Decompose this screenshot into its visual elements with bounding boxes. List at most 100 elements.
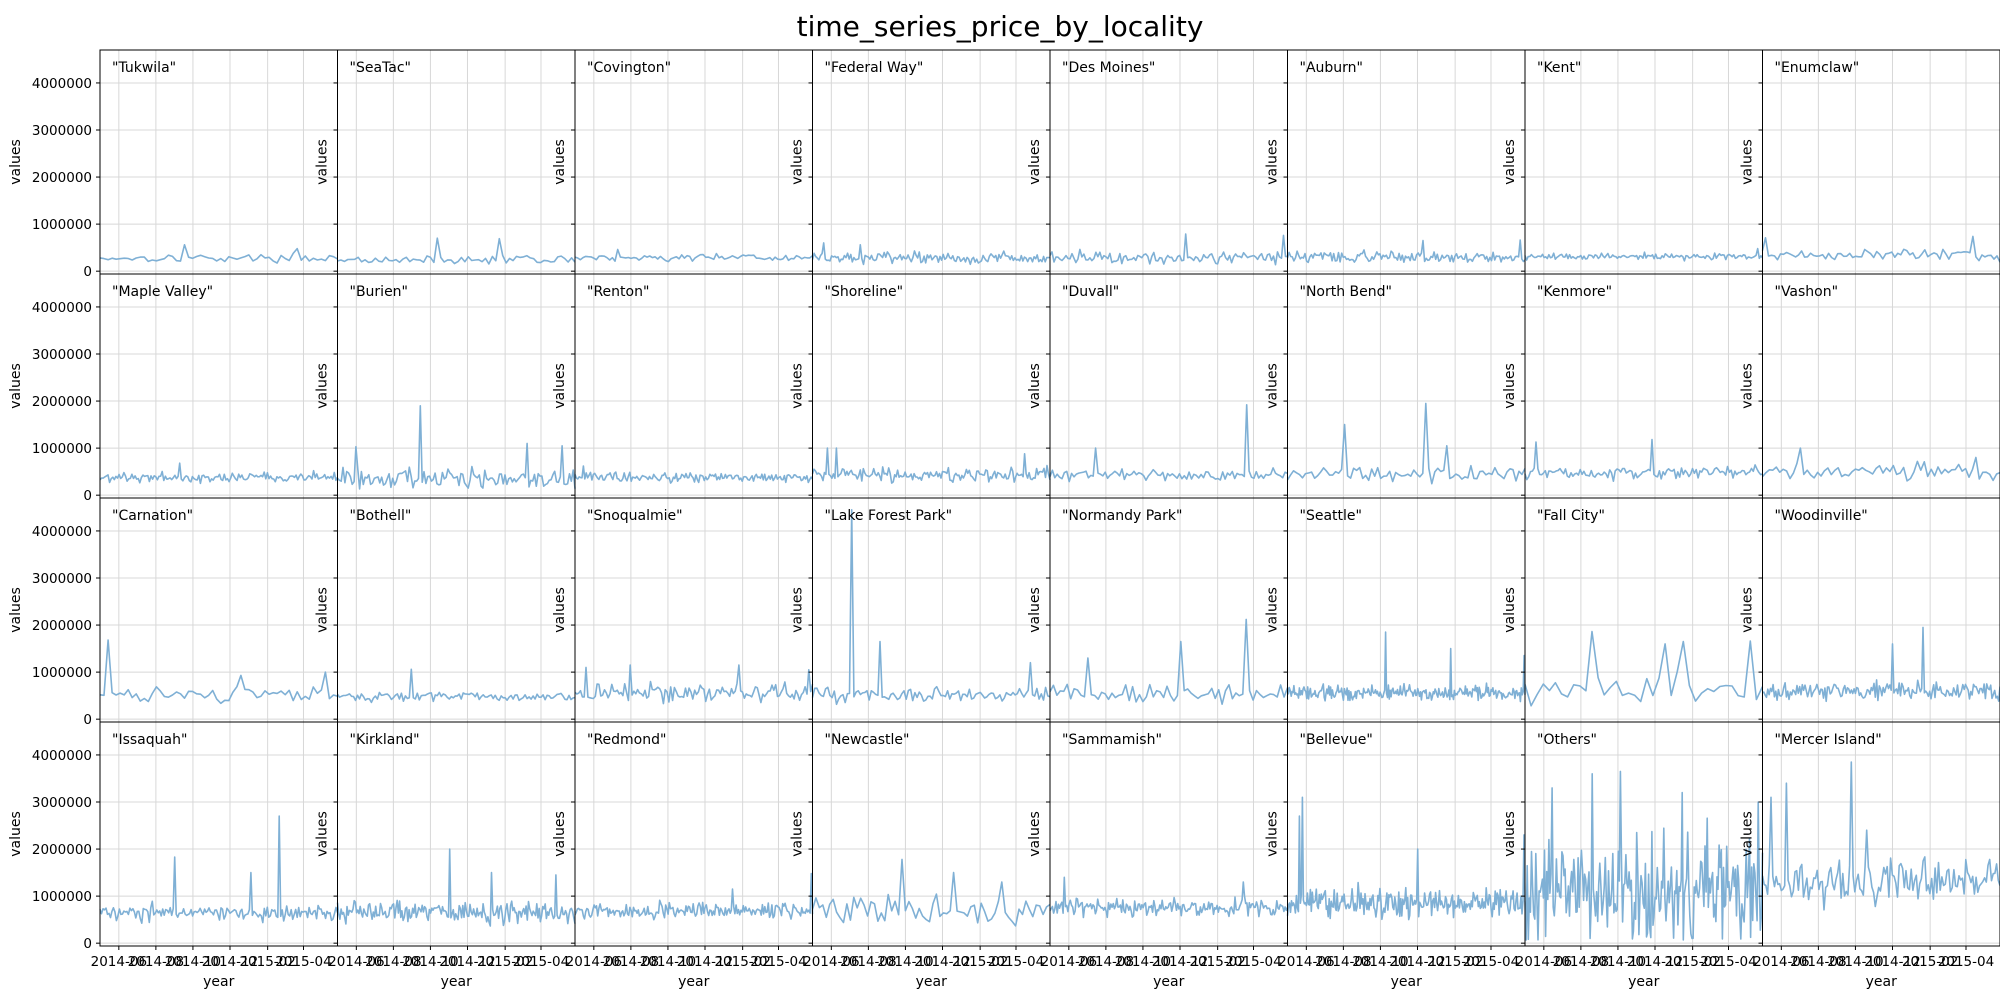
panel-label: "Duvall": [1062, 284, 1119, 300]
series-line: [811, 509, 1051, 706]
panel-label: "North Bend": [1300, 284, 1392, 300]
y-axis-label: values: [552, 139, 568, 185]
y-axis-label: values: [552, 587, 568, 633]
panel-16: 0 1000000 2000000 3000000 4000000 values "Carn…: [8, 497, 338, 728]
series-line: [1761, 761, 2000, 911]
panel-frame: [812, 273, 1051, 499]
panel-7: values "Enumclaw": [1740, 49, 2000, 275]
series-line: [337, 237, 576, 265]
y-axis-label: values: [790, 811, 806, 857]
series-line: [1286, 796, 1526, 921]
panel-label: "Issaquah": [112, 732, 187, 748]
panel-2: values "Covington": [552, 49, 814, 275]
y-axis-label: values: [315, 811, 331, 857]
xtick-label: 2014-08: [840, 954, 896, 970]
series-line: [574, 465, 814, 484]
panel-frame: [99, 273, 338, 499]
xtick-label: 2014-06: [328, 954, 384, 970]
ytick-label: 1000000: [32, 665, 92, 681]
panel-18: values "Snoqualmie": [552, 497, 814, 723]
x-axis-label: year: [1866, 974, 1897, 990]
panel-frame: [337, 273, 576, 499]
ytick-label: 0: [83, 936, 92, 952]
y-axis-label: values: [315, 587, 331, 633]
xtick-label: 2015-02: [1664, 954, 1720, 970]
panel-8: 0 1000000 2000000 3000000 4000000 values "Mapl…: [8, 273, 339, 504]
panel-label: "Des Moines": [1062, 60, 1155, 76]
series-line: [811, 242, 1051, 266]
ytick-label: 0: [83, 264, 92, 280]
y-axis-label: values: [1740, 139, 1756, 185]
panel-frame: [99, 497, 338, 723]
panel-frame: [1287, 49, 1526, 275]
y-axis-label: values: [1502, 139, 1518, 185]
y-axis-label: values: [790, 363, 806, 409]
x-axis-label: year: [441, 974, 472, 990]
panel-frame: [1762, 49, 2000, 275]
series-line: [1761, 235, 2000, 263]
y-axis-label: values: [315, 139, 331, 185]
ytick-label: 0: [83, 712, 92, 728]
panel-9: values "Burien": [315, 273, 576, 499]
y-axis-label: values: [552, 363, 568, 409]
panel-19: values "Lake Forest Park": [790, 497, 1051, 723]
y-axis-label: values: [315, 363, 331, 409]
y-axis-label: values: [1265, 139, 1281, 185]
panel-4: values "Des Moines": [1027, 49, 1288, 275]
panel-label: "Vashon": [1775, 284, 1839, 300]
xtick-label: 2015-04: [750, 954, 806, 970]
y-axis-label: values: [8, 363, 24, 409]
xtick-label: 2015-04: [513, 954, 569, 970]
panel-label: "Carnation": [112, 508, 193, 524]
xtick-label: 2014-06: [566, 954, 622, 970]
panel-label: "Shoreline": [825, 284, 904, 300]
ytick-label: 4000000: [32, 76, 92, 92]
series-line: [99, 815, 339, 924]
xtick-label: 2014-12: [677, 954, 733, 970]
panel-label: "Federal Way": [825, 60, 924, 76]
ytick-label: 2000000: [32, 842, 92, 858]
series-line: [811, 858, 1051, 927]
xtick-label: 2015-04: [1938, 954, 1994, 970]
series-line: [336, 848, 576, 927]
panel-15: values "Vashon": [1740, 273, 2000, 499]
panel-21: values "Seattle": [1265, 497, 1526, 723]
series-line: [1524, 247, 1764, 262]
series-line: [574, 664, 814, 705]
xtick-label: 2014-12: [439, 954, 495, 970]
xtick-label: 2015-04: [1463, 954, 1519, 970]
xtick-label: 2014-08: [365, 954, 421, 970]
xtick-label: 2014-12: [914, 954, 970, 970]
y-axis-label: values: [1027, 587, 1043, 633]
x-axis-label: year: [678, 974, 709, 990]
y-axis-label: values: [1502, 363, 1518, 409]
y-axis-label: values: [1265, 811, 1281, 857]
panel-frame: [337, 497, 576, 723]
xtick-label: 2014-10: [1352, 954, 1408, 970]
panel-11: values "Shoreline": [790, 273, 1051, 499]
panel-frame: [1524, 49, 1763, 275]
panel-label: "Redmond": [587, 732, 666, 748]
x-axis-label: year: [1391, 974, 1422, 990]
panel-31: values2014-062014-082014-102014-122015-0…: [1740, 721, 2000, 990]
panel-0: 0 1000000 2000000 3000000 4000000 values "Tukw…: [8, 49, 338, 280]
y-axis-label: values: [1740, 587, 1756, 633]
panel-frame: [1524, 721, 1763, 947]
panel-label: "Snoqualmie": [587, 508, 683, 524]
panel-label: "Others": [1537, 732, 1597, 748]
xtick-label: 2015-02: [1902, 954, 1958, 970]
ytick-label: 1000000: [32, 441, 92, 457]
series-line: [574, 248, 814, 263]
xtick-label: 2014-12: [1627, 954, 1683, 970]
xtick-label: 2015-02: [714, 954, 770, 970]
panel-label: "Bothell": [350, 508, 412, 524]
ytick-label: 1000000: [32, 889, 92, 905]
series-line: [99, 639, 338, 705]
panel-14: values "Kenmore": [1502, 273, 1763, 499]
panel-13: values "North Bend": [1265, 273, 1526, 499]
panel-label: "SeaTac": [350, 60, 411, 76]
xtick-label: 2015-04: [1225, 954, 1281, 970]
series-line: [1524, 438, 1763, 482]
series-line: [811, 447, 1051, 484]
